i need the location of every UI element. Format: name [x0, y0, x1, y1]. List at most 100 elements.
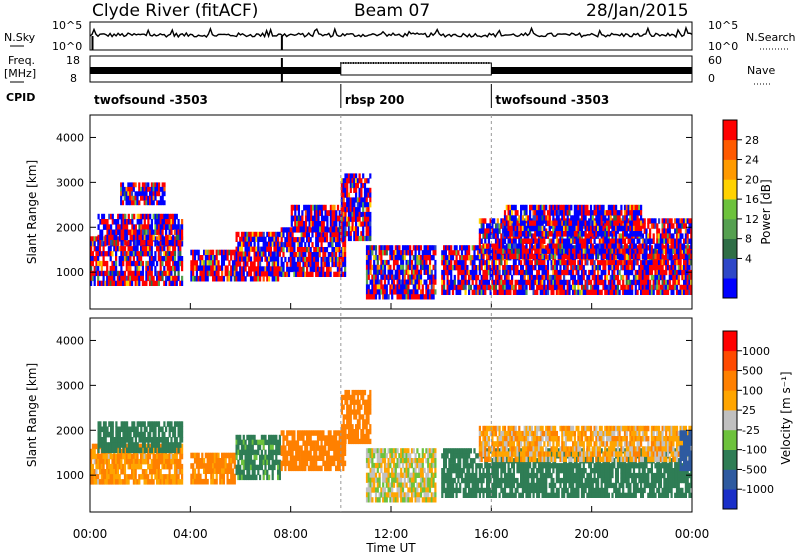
heatmap-cell: [486, 250, 489, 256]
heatmap-cell: [313, 256, 316, 263]
heatmap-cell: [661, 233, 664, 239]
heatmap-cell: [471, 245, 474, 251]
heatmap-cell: [248, 236, 251, 242]
heatmap-cell: [385, 284, 388, 290]
heatmap-cell: [606, 231, 609, 237]
heatmap-cell: [389, 284, 392, 290]
heatmap-cell: [280, 247, 283, 253]
heatmap-cell: [120, 453, 123, 460]
heatmap-cell: [369, 192, 372, 198]
heatmap-cell: [120, 200, 123, 206]
heatmap-cell: [690, 233, 693, 239]
heatmap-cell: [315, 221, 318, 227]
heatmap-cell: [636, 245, 639, 251]
heatmap-cell: [318, 266, 321, 273]
heatmap-cell: [132, 251, 135, 257]
heatmap-cell: [126, 431, 129, 438]
heatmap-cell: [90, 280, 93, 286]
heatmap-cell: [606, 210, 609, 216]
heatmap-cell: [309, 237, 312, 243]
heatmap-cell: [593, 284, 596, 291]
heatmap-cell: [482, 223, 485, 229]
heatmap-cell: [575, 279, 578, 286]
heatmap-cell: [101, 442, 104, 448]
heatmap-cell: [425, 284, 428, 290]
heatmap-cell: [120, 275, 123, 282]
heatmap-cell: [97, 431, 100, 438]
heatmap-cell: [484, 233, 487, 239]
heatmap-cell: [523, 245, 526, 251]
heatmap-cell: [262, 266, 265, 272]
heatmap-cell: [210, 249, 213, 256]
heatmap-cell: [150, 246, 153, 252]
heatmap-cell: [643, 238, 646, 244]
heatmap-cell: [577, 274, 580, 281]
heatmap-cell: [342, 202, 345, 208]
heatmap-cell: [95, 463, 98, 470]
heatmap-cell: [401, 284, 405, 290]
heatmap-cell: [134, 437, 137, 443]
heatmap-cell: [559, 260, 562, 266]
heatmap-cell: [355, 226, 358, 232]
heatmap-cell: [100, 479, 103, 485]
heatmap-cell: [117, 426, 120, 433]
heatmap-cell: [282, 271, 285, 277]
heatmap-cell: [175, 234, 178, 241]
heatmap-cell: [686, 279, 689, 286]
heatmap-cell: [430, 279, 433, 285]
heatmap-cell: [609, 204, 612, 211]
heatmap-cell: [132, 275, 135, 282]
heatmap-cell: [383, 245, 387, 251]
heatmap-cell: [239, 236, 242, 242]
heatmap-cell: [95, 260, 98, 267]
heatmap-cell: [638, 204, 641, 211]
heatmap-cell: [555, 260, 558, 266]
heatmap-cell: [656, 274, 659, 281]
heatmap-cell: [387, 245, 390, 251]
heatmap-cell: [374, 289, 378, 295]
heatmap-cell: [665, 289, 668, 295]
heatmap-cell: [125, 191, 128, 197]
heatmap-cell: [502, 255, 505, 261]
heatmap-cell: [122, 234, 125, 241]
heatmap-cell: [190, 270, 193, 277]
heatmap-cell: [168, 265, 171, 272]
heatmap-cell: [156, 246, 159, 252]
heatmap-cell: [511, 218, 514, 224]
heatmap-cell: [383, 259, 387, 266]
heatmap-cell: [340, 266, 343, 273]
heatmap-cell: [307, 237, 310, 243]
heatmap-cell: [572, 274, 575, 281]
heatmap-cell: [534, 204, 537, 211]
heatmap-cell: [120, 469, 123, 475]
heatmap-cell: [557, 210, 560, 216]
heatmap-cell: [113, 479, 116, 485]
heatmap-cell: [580, 204, 584, 211]
heatmap-cell: [410, 279, 414, 285]
heatmap-cell: [168, 224, 171, 230]
heatmap-cell: [620, 204, 623, 211]
heatmap-cell: [611, 279, 614, 286]
heatmap-cell: [588, 274, 591, 281]
heatmap-cell: [152, 186, 155, 192]
heatmap-cell: [120, 186, 123, 192]
heatmap-cell: [302, 237, 305, 243]
heatmap-cell: [316, 256, 320, 263]
heatmap-cell: [627, 255, 630, 261]
heatmap-cell: [246, 246, 249, 252]
heatmap-cell: [570, 265, 573, 271]
heatmap-cell: [140, 246, 143, 252]
heatmap-cell: [582, 289, 585, 295]
heatmap-cell: [347, 173, 351, 179]
heatmap-cell: [550, 279, 553, 286]
heatmap-cell: [113, 437, 116, 443]
heatmap-cell: [246, 271, 249, 277]
heatmap-cell: [161, 474, 164, 480]
heatmap-cell: [307, 252, 310, 258]
heatmap-cell: [679, 223, 682, 229]
heatmap-cell: [97, 234, 100, 241]
heatmap-cell: [529, 225, 532, 232]
heatmap-cell: [464, 269, 467, 276]
heatmap-cell: [559, 289, 562, 295]
heatmap-cell: [409, 259, 412, 266]
